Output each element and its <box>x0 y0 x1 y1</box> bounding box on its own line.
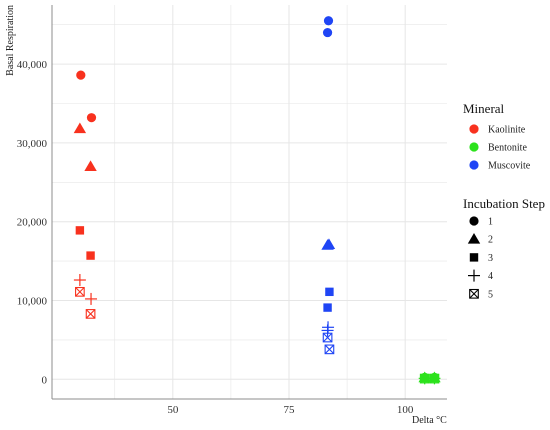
x-tick-label: 100 <box>397 404 414 416</box>
y-tick-label: 20,000 <box>17 217 48 229</box>
legend-step-label: 5 <box>488 289 493 300</box>
legend-step-label: 2 <box>488 235 493 246</box>
legend-step-swatch <box>469 288 479 299</box>
data-point-bentonite-step-5 <box>429 373 440 384</box>
legend-step-label: 3 <box>488 253 493 264</box>
data-point-kaolinite-step-4 <box>85 292 98 305</box>
data-point-muscovite-step-5 <box>324 344 335 355</box>
data-point-kaolinite-step-2 <box>84 160 97 172</box>
axes <box>51 5 447 400</box>
data-point-kaolinite-step-2 <box>73 122 87 134</box>
legend-mineral-label: Bentonite <box>488 143 527 154</box>
data-points <box>73 16 441 385</box>
legend-mineral-swatch <box>469 160 479 170</box>
data-point-kaolinite-step-4 <box>73 274 86 287</box>
legend-step-swatch <box>467 233 481 244</box>
data-point-muscovite-step-3 <box>325 287 334 297</box>
grid <box>52 5 447 399</box>
legend-step-swatch <box>469 216 479 226</box>
y-tick-label: 40,000 <box>17 59 48 71</box>
data-point-muscovite-step-2 <box>321 239 334 250</box>
x-axis-label: Delta °C <box>412 415 447 426</box>
data-point-muscovite-step-5 <box>322 332 333 343</box>
legend-mineral-label: Kaolinite <box>488 125 526 136</box>
y-tick-label: 30,000 <box>17 138 48 150</box>
legend-step-title: Incubation Step <box>463 196 545 211</box>
y-axis-label: Basal Respiration <box>5 5 16 76</box>
legend-incubation-step: Incubation Step 1 2 3 4 5 <box>463 196 545 300</box>
x-tick-label: 50 <box>167 404 179 416</box>
x-tick-label: 75 <box>284 404 296 416</box>
data-point-kaolinite-step-5 <box>75 286 85 297</box>
legend-mineral-swatch <box>469 142 479 152</box>
legend-mineral-title: Mineral <box>463 101 505 116</box>
data-point-kaolinite-step-1 <box>86 113 97 123</box>
legend-mineral-swatch <box>469 124 479 134</box>
data-point-muscovite-step-1 <box>322 27 333 38</box>
legend-mineral: Mineral Kaolinite Bentonite Muscovite <box>463 101 531 172</box>
data-point-bentonite-step-5 <box>419 373 430 384</box>
data-point-kaolinite-step-5 <box>85 309 96 319</box>
legend-step-swatch <box>468 269 480 282</box>
data-point-muscovite-step-3 <box>323 303 332 312</box>
y-tick-label: 10,000 <box>17 296 48 308</box>
tick-labels: 50 75 100 0 10,000 20,000 30,000 40,000 <box>17 59 414 416</box>
data-point-kaolinite-step-3 <box>86 251 95 260</box>
y-tick-label: 0 <box>42 374 48 386</box>
data-point-kaolinite-step-1 <box>76 70 86 80</box>
legend-step-label: 4 <box>488 271 493 282</box>
legend-mineral-label: Muscovite <box>488 161 531 172</box>
data-point-kaolinite-step-3 <box>75 226 85 235</box>
data-point-muscovite-step-1 <box>323 16 334 26</box>
data-point-muscovite-step-4 <box>321 324 334 337</box>
legend-step-swatch <box>469 253 479 262</box>
legend-step-label: 1 <box>488 217 493 228</box>
